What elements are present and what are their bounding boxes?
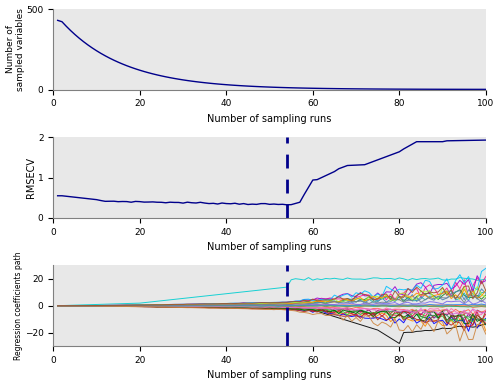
X-axis label: Number of sampling runs: Number of sampling runs bbox=[208, 114, 332, 124]
X-axis label: Number of sampling runs: Number of sampling runs bbox=[208, 371, 332, 381]
Y-axis label: RMSECV: RMSECV bbox=[26, 157, 36, 198]
Y-axis label: Regression coefficients path: Regression coefficients path bbox=[14, 252, 24, 360]
X-axis label: Number of sampling runs: Number of sampling runs bbox=[208, 242, 332, 252]
Y-axis label: Number of
sampled variables: Number of sampled variables bbox=[6, 8, 25, 91]
